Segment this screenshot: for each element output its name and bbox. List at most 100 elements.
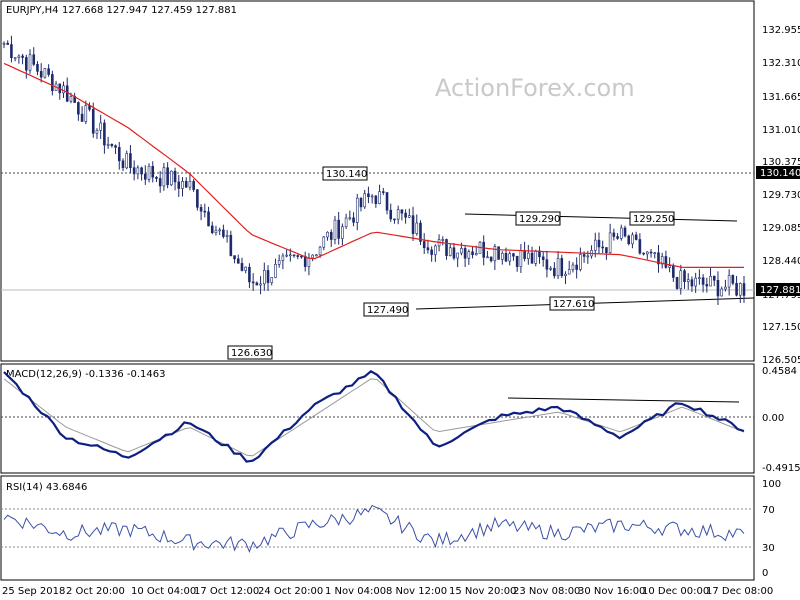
candle-body bbox=[285, 254, 288, 257]
candle-body bbox=[556, 258, 560, 277]
candle-body bbox=[326, 231, 329, 238]
candle-body bbox=[39, 71, 43, 78]
candle-body bbox=[355, 197, 359, 223]
candle-body bbox=[266, 270, 270, 283]
time-tick: 10 Oct 04:00 bbox=[131, 586, 196, 597]
candle-body bbox=[698, 277, 701, 279]
candle-body bbox=[519, 250, 523, 267]
candle-body bbox=[136, 167, 140, 175]
candle-body bbox=[188, 181, 192, 188]
price-tick: 129.085 bbox=[762, 223, 800, 234]
candle-body bbox=[28, 54, 32, 71]
level-tag-130140: 130.140 bbox=[756, 166, 800, 179]
candle-body bbox=[352, 217, 355, 223]
candle-body bbox=[329, 231, 333, 240]
candle-body bbox=[396, 209, 400, 220]
candle-body bbox=[489, 256, 493, 262]
candle-body bbox=[527, 252, 530, 259]
candle-body bbox=[62, 85, 65, 94]
candle-body bbox=[646, 251, 649, 255]
candle-body bbox=[240, 263, 244, 271]
candle-body bbox=[657, 252, 660, 265]
candle-body bbox=[259, 283, 262, 286]
candle-body bbox=[99, 122, 102, 131]
annotation-129290: 129.290 bbox=[515, 211, 561, 226]
candle-body bbox=[694, 277, 697, 287]
candle-body bbox=[129, 153, 132, 168]
candle-body bbox=[627, 235, 631, 245]
candle-body bbox=[508, 253, 512, 262]
candle-body bbox=[170, 170, 173, 186]
candle-body bbox=[132, 167, 136, 175]
candle-body bbox=[415, 222, 419, 234]
candle-body bbox=[701, 277, 705, 285]
candle-body bbox=[184, 181, 188, 188]
candle-body bbox=[114, 145, 117, 148]
price-axis: 132.955 132.310 131.665 131.010 130.375 … bbox=[762, 25, 800, 366]
candle-body bbox=[333, 219, 337, 240]
candle-body bbox=[660, 256, 664, 265]
candle-body bbox=[493, 246, 497, 262]
candle-body bbox=[686, 279, 690, 282]
chart-header-ohlc: 127.668 127.947 127.459 127.881 bbox=[62, 5, 237, 16]
candle-body bbox=[363, 193, 367, 208]
candle-body bbox=[393, 218, 396, 221]
candle-body bbox=[307, 257, 311, 267]
candlesticks bbox=[2, 35, 746, 306]
candle-body bbox=[6, 42, 10, 45]
candle-body bbox=[181, 181, 184, 189]
candle-body bbox=[500, 252, 504, 260]
candle-body bbox=[296, 255, 300, 257]
candle-body bbox=[679, 270, 683, 289]
candle-body bbox=[567, 269, 571, 275]
macd-panel bbox=[0, 363, 755, 474]
candle-body bbox=[140, 167, 143, 175]
candle-body bbox=[303, 255, 307, 267]
annotation-130140: 130.140 bbox=[322, 166, 368, 181]
candle-body bbox=[541, 256, 545, 260]
candle-body bbox=[251, 281, 255, 284]
candle-body bbox=[515, 255, 519, 267]
candle-body bbox=[467, 251, 471, 259]
price-tick: 126.505 bbox=[762, 355, 800, 366]
candle-body bbox=[738, 283, 742, 296]
candle-body bbox=[311, 254, 314, 259]
candle-body bbox=[144, 173, 147, 180]
candle-body bbox=[218, 229, 221, 232]
candle-body bbox=[147, 166, 151, 180]
macd-tick: -0.4915 bbox=[762, 463, 800, 474]
candle-body bbox=[341, 226, 344, 239]
candle-body bbox=[575, 264, 578, 270]
candle-body bbox=[110, 143, 114, 146]
candle-body bbox=[586, 255, 590, 258]
candle-body bbox=[601, 246, 604, 249]
macd-line bbox=[3, 369, 745, 463]
price-tick: 132.955 bbox=[762, 25, 800, 36]
time-tick: 17 Oct 12:00 bbox=[194, 586, 259, 597]
candle-body bbox=[300, 255, 303, 258]
candle-body bbox=[43, 68, 47, 78]
candle-body bbox=[162, 167, 166, 187]
rsi-panel bbox=[0, 475, 755, 581]
candle-body bbox=[173, 170, 177, 183]
svg-text:130.140: 130.140 bbox=[326, 169, 367, 180]
candle-body bbox=[716, 279, 720, 297]
candle-body bbox=[177, 181, 181, 189]
macd-trendline bbox=[507, 397, 740, 403]
candle-body bbox=[374, 195, 378, 204]
candle-body bbox=[709, 275, 712, 287]
candle-body bbox=[426, 247, 430, 251]
candle-body bbox=[605, 247, 608, 253]
candle-body bbox=[77, 102, 80, 115]
candle-body bbox=[471, 251, 474, 256]
svg-text:127.490: 127.490 bbox=[367, 305, 408, 316]
time-tick: 17 Dec 08:00 bbox=[706, 586, 773, 597]
current-price-tag: 127.881 bbox=[756, 283, 800, 296]
candle-body bbox=[553, 267, 556, 277]
candle-body bbox=[270, 277, 274, 283]
candle-body bbox=[705, 284, 709, 287]
candle-body bbox=[727, 275, 731, 288]
candle-body bbox=[255, 282, 259, 286]
candle-body bbox=[448, 247, 452, 256]
